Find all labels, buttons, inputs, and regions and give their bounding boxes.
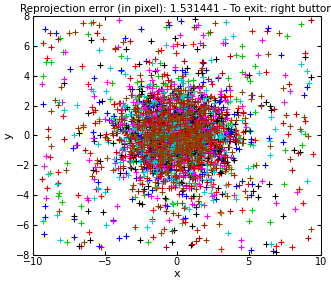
Title: Reprojection error (in pixel): 1.531441 - To exit: right button: Reprojection error (in pixel): 1.531441 … <box>20 4 331 14</box>
X-axis label: x: x <box>173 269 180 279</box>
Y-axis label: y: y <box>4 132 14 139</box>
